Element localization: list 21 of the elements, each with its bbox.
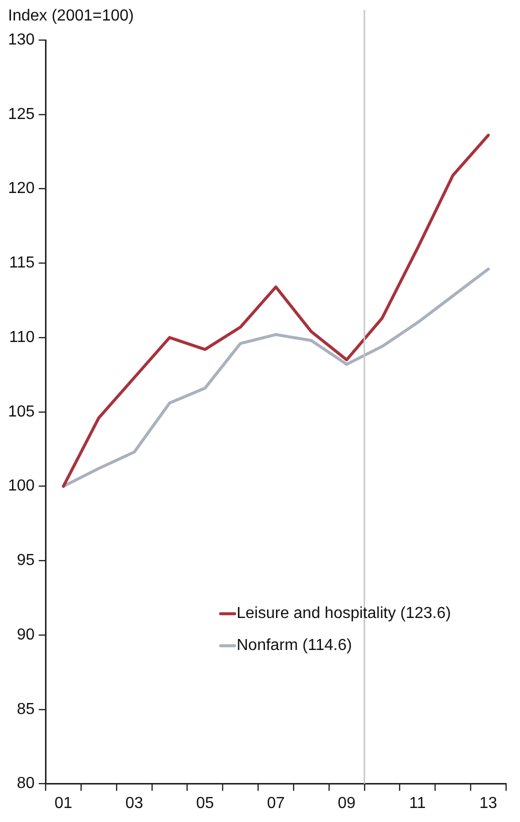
y-tick-label: 100 <box>8 478 35 495</box>
y-tick-label: 105 <box>8 403 35 420</box>
y-tick-label: 125 <box>8 106 35 123</box>
legend-label: Leisure and hospitality (123.6) <box>236 605 451 622</box>
x-tick-label: 05 <box>196 794 214 812</box>
x-tick-label: 03 <box>125 794 144 812</box>
x-tick-label: 09 <box>338 794 356 812</box>
y-tick-label: 130 <box>8 31 35 48</box>
x-tick-label: 07 <box>266 794 285 812</box>
y-axis-title: Index (2001=100) <box>8 7 134 24</box>
x-tick-label: 01 <box>54 794 72 812</box>
y-tick-label: 90 <box>16 626 35 644</box>
x-tick-label: 11 <box>409 794 426 812</box>
y-tick-label: 95 <box>16 552 35 570</box>
y-tick-label: 85 <box>16 700 35 718</box>
y-tick-label: 110 <box>9 328 35 346</box>
legend-label: Nonfarm (114.6) <box>236 637 352 654</box>
x-tick-label: 13 <box>479 794 498 812</box>
y-tick-label: 120 <box>8 180 35 198</box>
y-tick-label: 115 <box>9 254 35 272</box>
y-tick-label: 80 <box>16 775 35 792</box>
